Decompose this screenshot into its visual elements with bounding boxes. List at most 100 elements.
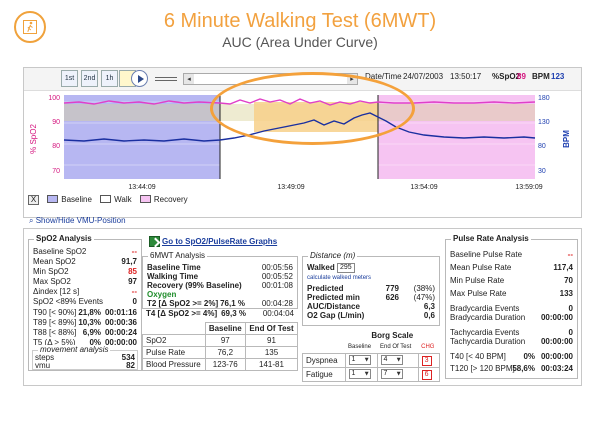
- spo2-row: Max SpO2 97: [33, 277, 137, 286]
- zoom-2-button[interactable]: 2nd: [81, 70, 98, 87]
- legend-recovery: Recovery: [153, 195, 188, 204]
- x-tick-label: 13:49:09: [277, 184, 304, 191]
- pulse-row: Mean Pulse Rate 117,4: [450, 263, 573, 272]
- dyspnea-baseline-select[interactable]: 1: [348, 355, 371, 365]
- left-axis-label: % SpO2: [29, 124, 38, 154]
- movement-analysis-title: movement analysis: [38, 345, 111, 354]
- scroll-left-icon[interactable]: ◂: [184, 74, 194, 84]
- table-row: Pulse Rate 76,2 135: [142, 346, 299, 359]
- left-tick-label: 90: [52, 119, 60, 126]
- show-hide-vmu-link[interactable]: ⌕ Show/Hide VMU-Position: [29, 216, 126, 226]
- table-row: Fatigue176: [302, 366, 441, 382]
- legend-walk: Walk: [114, 195, 132, 204]
- walked-input[interactable]: 295: [337, 263, 355, 273]
- bpm-label: BPM: [532, 72, 550, 81]
- borg-title: Borg Scale: [371, 330, 414, 340]
- analysis-panel: SpO2 Analysis Baseline SpO2 -- Mean SpO2 9…: [23, 228, 582, 386]
- pulse-row: Baseline Pulse Rate --: [450, 250, 573, 259]
- pulse-row: Tachycardia Events 0: [450, 328, 573, 337]
- baseline-swatch: [47, 195, 59, 203]
- threshold-row: T89 [< 89%] 10,3% 00:00:36: [33, 318, 137, 327]
- col-baseline: Baseline: [204, 322, 246, 335]
- walking-time-row: Walking Time 00:05:52: [147, 272, 293, 281]
- spo2-row: Mean SpO2 91,7: [33, 257, 137, 266]
- date-label: Date/Time: [365, 72, 402, 81]
- steps-row: steps 534: [35, 353, 135, 362]
- table-row: Blood Pressure 123-76 141-81: [142, 358, 299, 371]
- pulse-row: Min Pulse Rate 70: [450, 276, 573, 285]
- t4-row: T4 [Δ SpO2 >= 4%] 69,3 % 00:04:04: [146, 309, 294, 318]
- vmu-row: vmu 82: [35, 361, 135, 370]
- x-tick-label: 13:44:09: [128, 184, 155, 191]
- distance-title: Distance (m): [308, 251, 358, 260]
- close-legend-button[interactable]: X: [28, 195, 39, 205]
- spo2-readout: 89: [517, 72, 526, 81]
- dyspnea-chg: 3: [421, 355, 432, 366]
- right-tick-label: 130: [538, 119, 550, 126]
- walking-person-icon: [14, 11, 46, 43]
- right-tick-label: 180: [538, 95, 550, 102]
- sixmwt-analysis-group: 6MWT Analysis Baseline Time 00:05:56 Walk…: [142, 251, 298, 309]
- zoom-3-button[interactable]: 1h: [101, 70, 118, 87]
- baseline-end-table: Baseline End Of Test SpO2 97 91 Pulse Rate 7…: [142, 322, 299, 371]
- recovery-time-row: Recovery (99% Baseline) 00:01:08: [147, 281, 293, 290]
- auc-highlight-ellipse: [210, 72, 415, 145]
- sixmwt-title: 6MWT Analysis: [148, 251, 207, 260]
- spo2-analysis-group: SpO2 Analysis Baseline SpO2 -- Mean SpO2 9…: [28, 234, 142, 371]
- o2-gap-row: O2 Gap (L/min) 0,6: [307, 311, 435, 320]
- x-tick-label: 13:54:09: [410, 184, 437, 191]
- spo2-label: %SpO2: [492, 72, 521, 81]
- spo2-row: Baseline SpO2 --: [33, 247, 137, 256]
- left-tick-label: 100: [48, 95, 60, 102]
- t2-row: T2 [Δ SpO2 >= 2%] 76,1 % 00:04:28: [147, 299, 293, 308]
- graph-link-icon[interactable]: [149, 236, 160, 247]
- spo2-row: SpO2 <89% Events 0: [33, 297, 137, 306]
- distance-group: Distance (m) Walked 295 calculate walked …: [302, 251, 440, 326]
- t40-row: T40 [< 40 BPM] 0% 00:00:00: [450, 352, 573, 361]
- show-hide-label: Show/Hide VMU-Position: [35, 216, 126, 225]
- pulse-row: Bradycardia Duration 00:00:00: [450, 313, 573, 322]
- fatigue-baseline-select[interactable]: 1: [348, 369, 371, 379]
- t120-row: T120 [> 120 BPM] 58,6% 00:03:24: [450, 364, 573, 373]
- borg-title-row: Borg Scale: [303, 329, 440, 341]
- predicted-row: Predicted 779 (38%): [307, 284, 435, 293]
- walk-swatch: [100, 195, 112, 203]
- fatigue-end-select[interactable]: 7: [380, 369, 403, 379]
- threshold-row: T5 (Δ > 5%) 0% 00:00:00: [33, 338, 137, 347]
- right-axis-label: BPM: [562, 130, 571, 148]
- zoom-1-button[interactable]: 1st: [61, 70, 78, 87]
- borg-scale-table: Borg Scale Baseline End Of Test CHG Dyspne…: [302, 329, 441, 382]
- oxygen-label: Oxygen: [147, 290, 177, 299]
- spo2-row: Min SpO2 85: [33, 267, 137, 276]
- dyspnea-end-select[interactable]: 4: [380, 355, 403, 365]
- movement-analysis-group: movement analysis steps 534 vmu 82: [32, 345, 138, 370]
- speed-slider[interactable]: [155, 77, 177, 81]
- right-tick-label: 30: [538, 168, 546, 175]
- goto-graphs-link[interactable]: Go to SpO2/PulseRate Graphs: [162, 237, 278, 246]
- magnifier-icon: ⌕: [29, 216, 36, 225]
- pulse-row: Max Pulse Rate 133: [450, 289, 573, 298]
- phase-legend: X Baseline Walk Recovery: [28, 195, 188, 207]
- pulse-row: Bradycardia Events 0: [450, 304, 573, 313]
- play-button[interactable]: [131, 70, 148, 87]
- pulse-analysis-title: Pulse Rate Analysis: [451, 234, 531, 243]
- table-header-row: Baseline End Of Test: [143, 322, 299, 335]
- borg-header-row: Baseline End Of Test CHG: [348, 343, 435, 350]
- threshold-row: T90 [< 90%] 21,8% 00:01:16: [33, 308, 137, 317]
- table-row: Dyspnea143: [302, 352, 441, 368]
- date-value: 24/07/2003: [403, 72, 444, 81]
- spo2-row: Δindex [12 s] --: [33, 287, 137, 296]
- col-end: End Of Test: [244, 322, 299, 335]
- pulse-analysis-group: Pulse Rate Analysis Baseline Pulse Rate -…: [445, 234, 578, 379]
- x-tick-label: 13:59:09: [515, 184, 542, 191]
- spo2-analysis-title: SpO2 Analysis: [34, 234, 94, 243]
- legend-baseline: Baseline: [61, 195, 92, 204]
- fatigue-chg: 6: [421, 369, 432, 380]
- predicted-min-row: Predicted min 626 (47%): [307, 293, 435, 302]
- page-subtitle: AUC (Area Under Curve): [222, 34, 378, 50]
- time-value: 13:50:17: [450, 72, 482, 81]
- calculate-link[interactable]: calculate walked meters: [307, 275, 372, 281]
- left-tick-label: 70: [52, 168, 60, 175]
- table-row: SpO2 97 91: [142, 334, 299, 347]
- pulse-row: Tachycardia Duration 00:00:00: [450, 337, 573, 346]
